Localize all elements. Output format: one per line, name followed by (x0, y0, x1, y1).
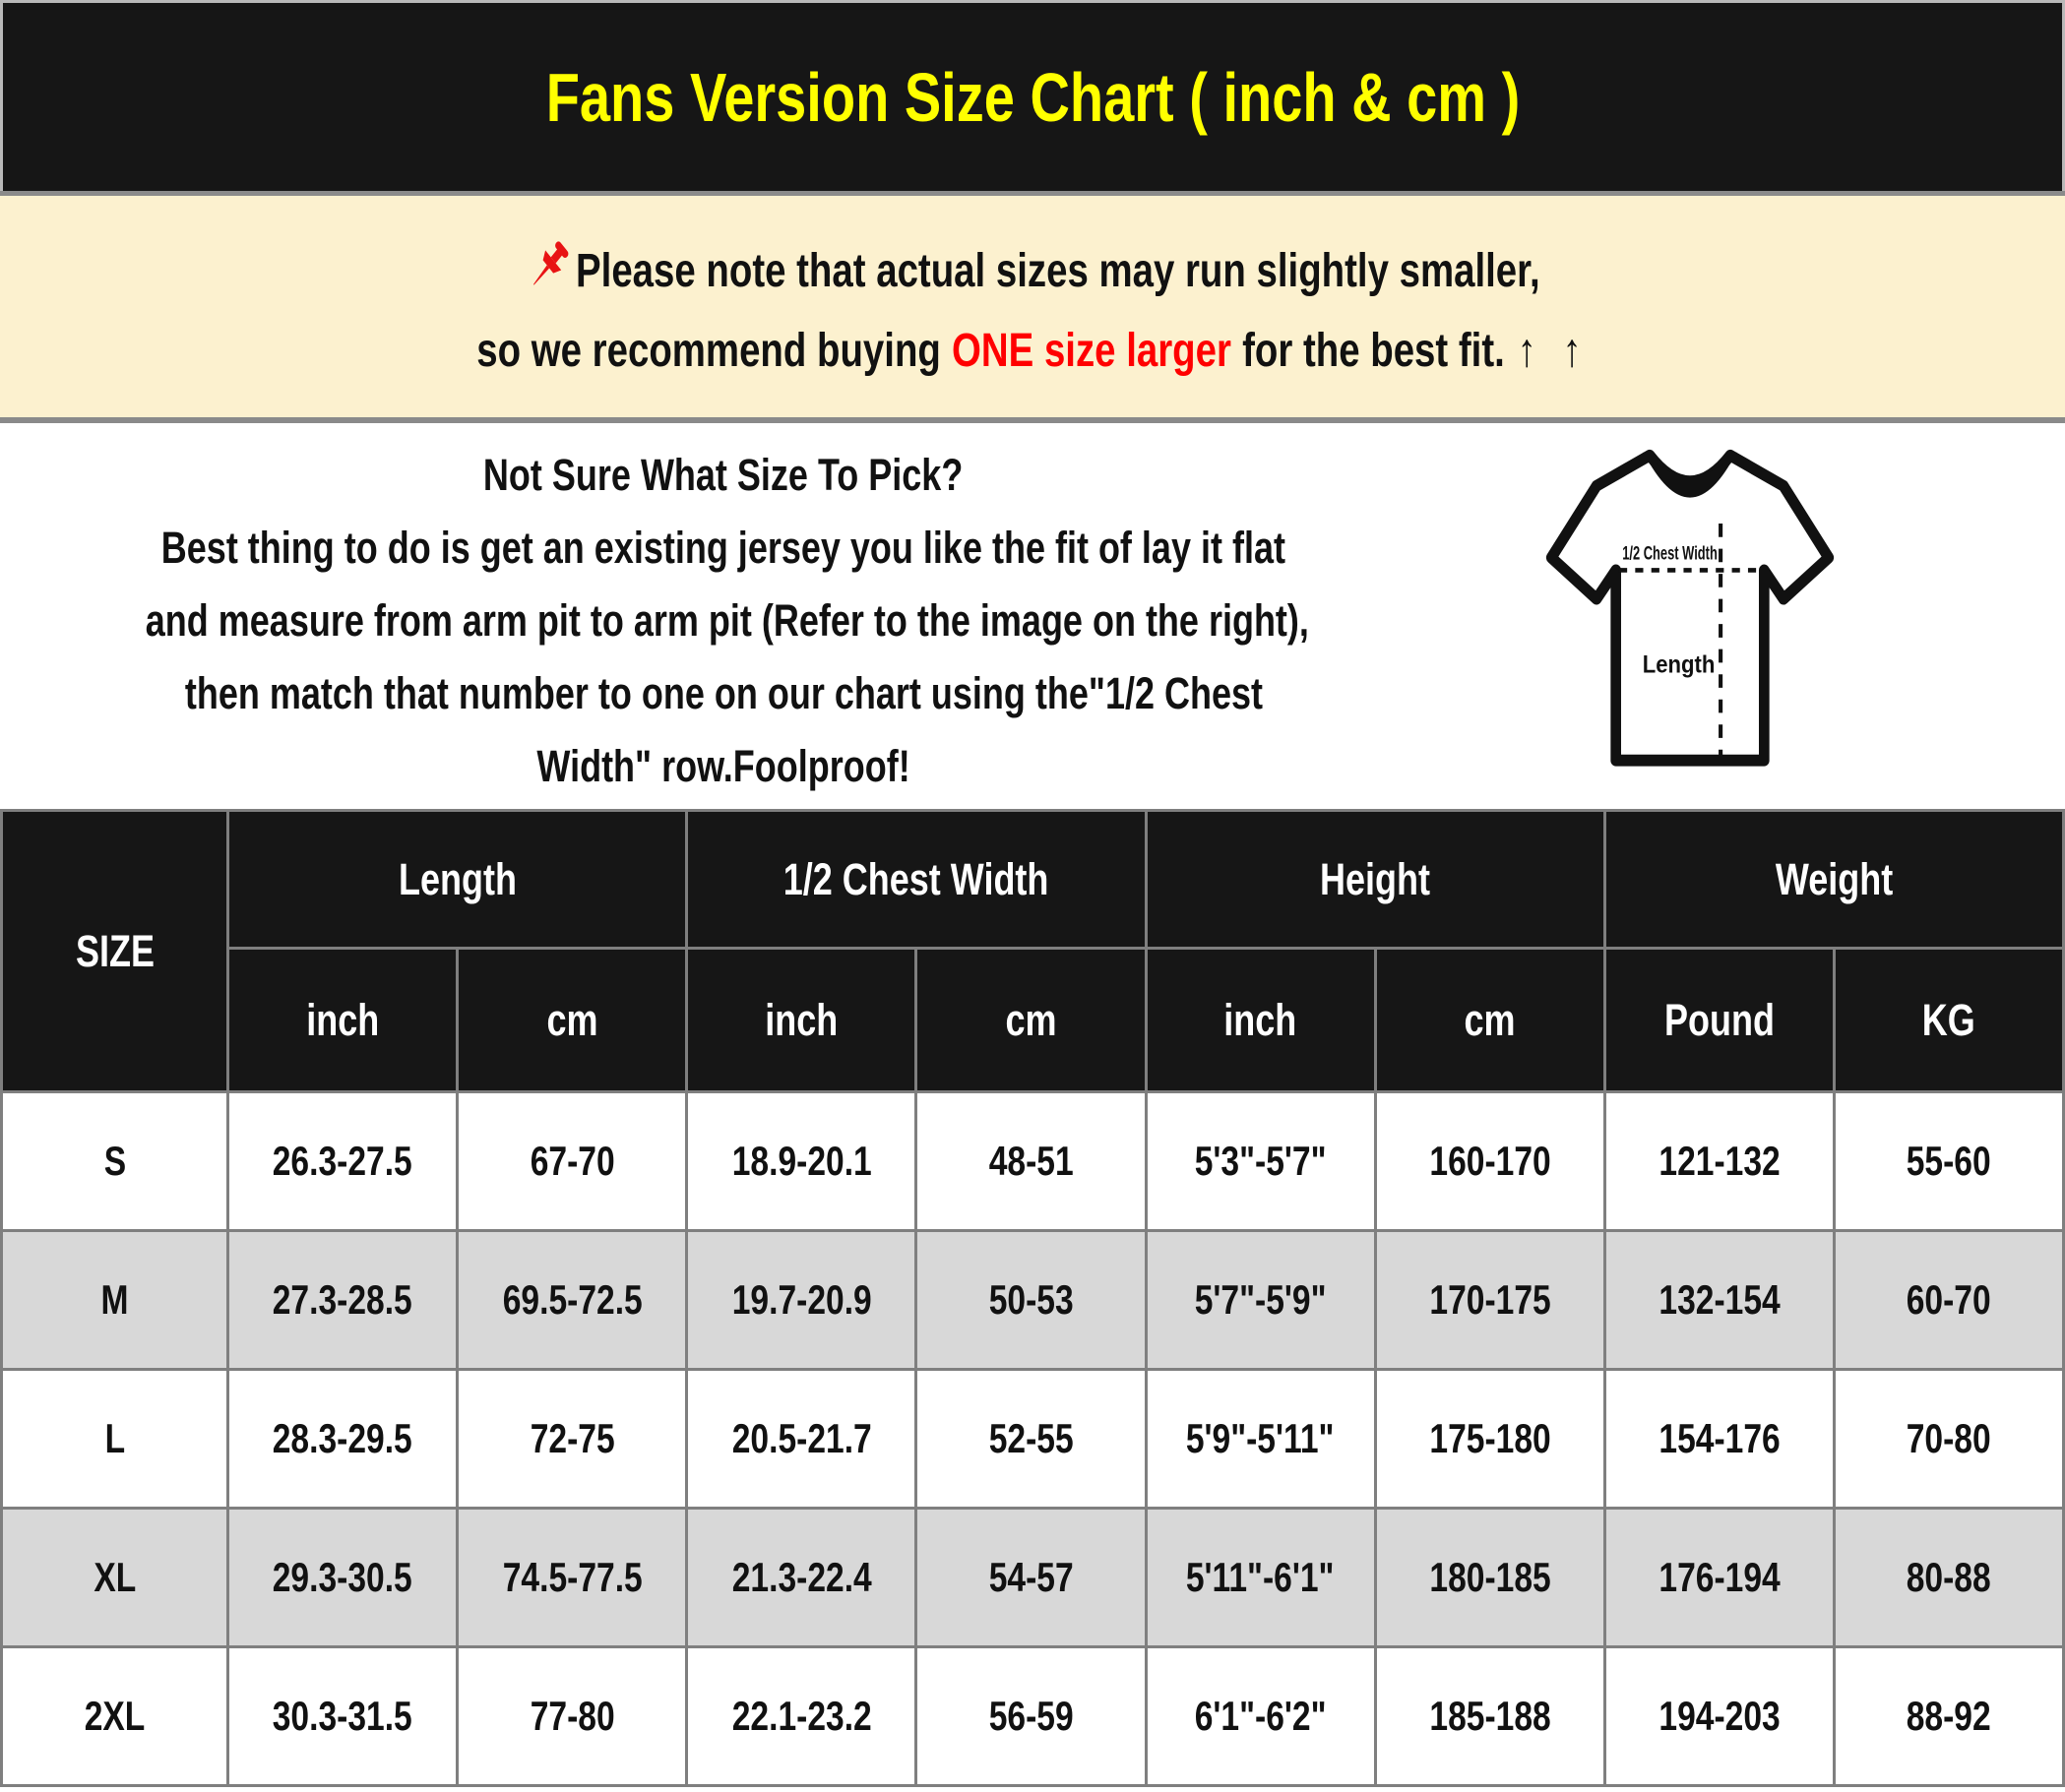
size-cell: L (0, 1368, 230, 1510)
sizing-help-line: and measure from arm pit to arm pit (Ref… (145, 595, 1309, 646)
note-text-2-prefix: so we recommend buying (475, 325, 941, 377)
up-arrows-icon: ↑ ↑ (1517, 325, 1590, 377)
size-cell: M (0, 1229, 230, 1371)
note-text-1: Please note that actual sizes may run sl… (575, 244, 1540, 297)
table-cell: 60-70 (1832, 1229, 2065, 1371)
sizing-help-heading: Not Sure What Size To Pick? (483, 450, 964, 500)
column-header-size: SIZE (0, 809, 230, 1093)
table-cell: 48-51 (914, 1090, 1148, 1232)
table-row: XL 29.3-30.5 74.5-77.5 21.3-22.4 54-57 5… (0, 1507, 2065, 1648)
tshirt-length-label: Length (1643, 650, 1716, 677)
table-cell: 28.3-29.5 (226, 1368, 460, 1510)
table-cell: 30.3-31.5 (226, 1645, 460, 1787)
table-cell: 74.5-77.5 (456, 1507, 689, 1648)
table-group-header-row: SIZE Length 1/2 Chest Width Height Weigh… (0, 809, 2065, 1093)
table-row: S 26.3-27.5 67-70 18.9-20.1 48-51 5'3"-5… (0, 1090, 2065, 1232)
table-cell: 19.7-20.9 (685, 1229, 918, 1371)
column-group-chest-width: 1/2 Chest Width (685, 809, 1148, 950)
note-line-1: Please note that actual sizes may run sl… (526, 235, 1540, 306)
sizing-help-text: Not Sure What Size To Pick? Best thing t… (0, 439, 1447, 803)
column-group-weight: Weight (1602, 809, 2065, 950)
table-cell: 50-53 (914, 1229, 1148, 1371)
table-cell: 180-185 (1373, 1507, 1606, 1648)
pushpin-icon (532, 241, 569, 285)
column-group-length: Length (226, 809, 689, 950)
note-text-2-suffix: for the best fit. (1241, 325, 1505, 377)
table-cell: 21.3-22.4 (685, 1507, 918, 1648)
column-group-height: Height (1144, 809, 1606, 950)
note-text-2-highlight: ONE size larger (951, 325, 1231, 377)
table-cell: 132-154 (1602, 1229, 1836, 1371)
table-cell: 6'1"-6'2" (1144, 1645, 1377, 1787)
unit-header: inch (1144, 947, 1377, 1093)
table-cell: 20.5-21.7 (685, 1368, 918, 1510)
unit-header: inch (226, 947, 460, 1093)
table-cell: 170-175 (1373, 1229, 1606, 1371)
table-cell: 72-75 (456, 1368, 689, 1510)
table-cell: 175-180 (1373, 1368, 1606, 1510)
table-cell: 5'7"-5'9" (1144, 1229, 1377, 1371)
table-cell: 5'3"-5'7" (1144, 1090, 1377, 1232)
title-banner: Fans Version Size Chart ( inch & cm ) (0, 0, 2065, 191)
table-cell: 55-60 (1832, 1090, 2065, 1232)
table-cell: 5'11"-6'1" (1144, 1507, 1377, 1648)
table-cell: 88-92 (1832, 1645, 2065, 1787)
table-cell: 160-170 (1373, 1090, 1606, 1232)
section-divider (0, 191, 2065, 196)
table-cell: 54-57 (914, 1507, 1148, 1648)
sizing-help-line: then match that number to one on our cha… (184, 668, 1263, 718)
table-cell: 56-59 (914, 1645, 1148, 1787)
tshirt-measure-diagram: 1/2 Chest Width Length (1543, 443, 1837, 768)
unit-header: Pound (1602, 947, 1836, 1093)
table-cell: 18.9-20.1 (685, 1090, 918, 1232)
unit-header: inch (685, 947, 918, 1093)
tshirt-icon: 1/2 Chest Width Length (1545, 449, 1835, 767)
table-unit-header-row: inch cm inch cm inch cm Pound KG (2, 947, 2065, 1093)
sizing-help-line: Width" row.Foolproof! (536, 741, 910, 791)
table-cell: 121-132 (1602, 1090, 1836, 1232)
unit-header: cm (914, 947, 1148, 1093)
table-cell: 69.5-72.5 (456, 1229, 689, 1371)
table-cell: 52-55 (914, 1368, 1148, 1510)
table-cell: 176-194 (1602, 1507, 1836, 1648)
section-divider (0, 417, 2065, 423)
table-cell: 154-176 (1602, 1368, 1836, 1510)
table-row: L 28.3-29.5 72-75 20.5-21.7 52-55 5'9"-5… (0, 1368, 2065, 1510)
table-cell: 22.1-23.2 (685, 1645, 918, 1787)
table-row: 2XL 30.3-31.5 77-80 22.1-23.2 56-59 6'1"… (0, 1645, 2065, 1787)
unit-header: KG (1832, 947, 2065, 1093)
note-section: Please note that actual sizes may run sl… (0, 196, 2065, 417)
table-cell: 80-88 (1832, 1507, 2065, 1648)
table-cell: 29.3-30.5 (226, 1507, 460, 1648)
table-cell: 194-203 (1602, 1645, 1836, 1787)
note-line-2: so we recommend buying ONE size larger f… (476, 324, 1589, 378)
table-cell: 77-80 (456, 1645, 689, 1787)
table-cell: 5'9"-5'11" (1144, 1368, 1377, 1510)
sizing-help-section: Not Sure What Size To Pick? Best thing t… (0, 423, 2065, 809)
size-cell: XL (0, 1507, 230, 1648)
page-title: Fans Version Size Chart ( inch & cm ) (545, 58, 1520, 136)
table-cell: 26.3-27.5 (226, 1090, 460, 1232)
tshirt-chest-label: 1/2 Chest Width (1622, 543, 1718, 564)
table-cell: 185-188 (1373, 1645, 1606, 1787)
unit-header: cm (456, 947, 689, 1093)
table-cell: 67-70 (456, 1090, 689, 1232)
table-cell: 27.3-28.5 (226, 1229, 460, 1371)
sizing-help-line: Best thing to do is get an existing jers… (160, 523, 1286, 573)
size-chart-table: SIZE Length 1/2 Chest Width Height Weigh… (0, 809, 2065, 1787)
table-row: M 27.3-28.5 69.5-72.5 19.7-20.9 50-53 5'… (0, 1229, 2065, 1371)
size-cell: 2XL (0, 1645, 230, 1787)
table-cell: 70-80 (1832, 1368, 2065, 1510)
unit-header: cm (1373, 947, 1606, 1093)
size-cell: S (0, 1090, 230, 1232)
